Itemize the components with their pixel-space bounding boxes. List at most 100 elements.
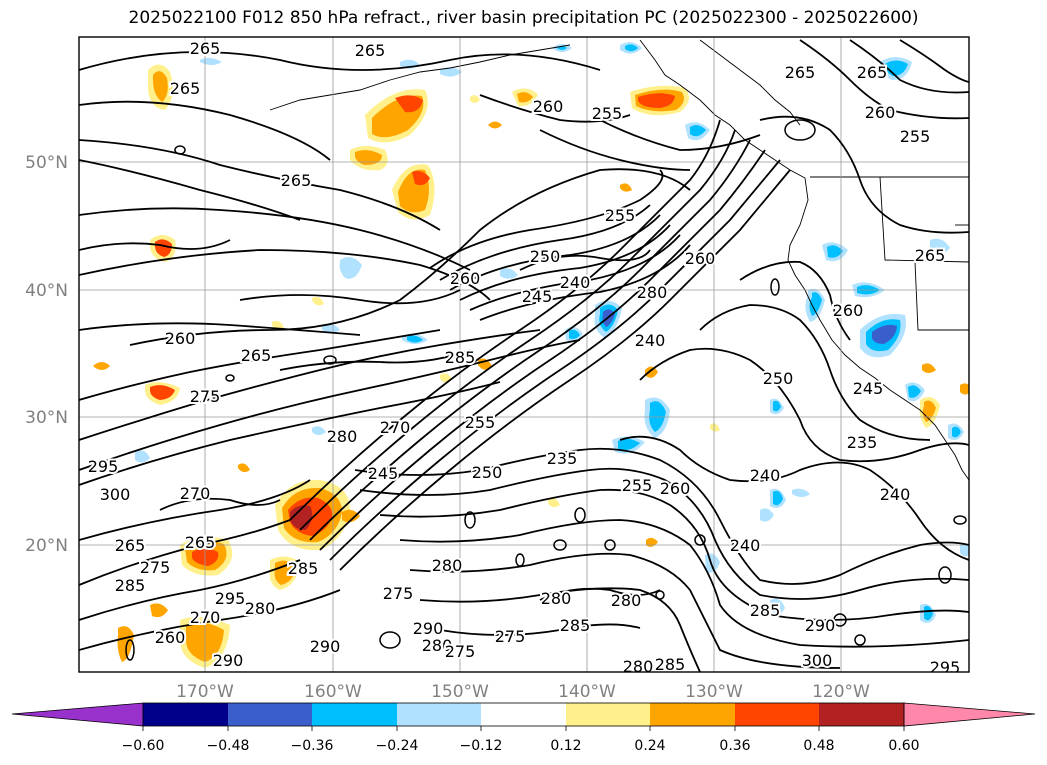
contour-label: 265 [185, 533, 216, 552]
colorbar-bin [312, 703, 397, 726]
contour-label: 240 [560, 273, 591, 292]
contour-label: 265 [785, 63, 816, 82]
contour-label: 275 [495, 627, 526, 646]
contour-label: 270 [180, 484, 211, 503]
colorbar-tick-label: 0.60 [888, 738, 919, 754]
contour-label: 290 [413, 619, 444, 638]
contour-label: 280 [637, 283, 668, 302]
colorbar-tick-label: −0.60 [122, 738, 165, 754]
contour-label: 265 [281, 171, 312, 190]
contour-label: 285 [560, 616, 591, 635]
lon-label-150w: 150°W [431, 682, 489, 702]
contour-label: 260 [533, 97, 564, 116]
contour-label: 285 [115, 576, 146, 595]
colorbar-min-extension [11, 702, 144, 727]
contour-label: 275 [383, 584, 414, 603]
contour-label: 285 [445, 348, 476, 367]
contour-label: 295 [88, 457, 119, 476]
contour-label: 295 [930, 658, 961, 677]
colorbar-bin [228, 703, 312, 726]
colorbar-bin [566, 703, 650, 726]
contour-label: 265 [170, 79, 201, 98]
colorbar-bin [481, 703, 566, 726]
contour-label: 250 [530, 247, 561, 266]
contour-label: 280 [541, 589, 572, 608]
contour-label: 240 [880, 485, 911, 504]
contour-label: 245 [853, 379, 884, 398]
colorbar-tick-label: −0.24 [376, 738, 419, 754]
colorbar-bin [143, 703, 228, 726]
contour-label: 260 [685, 249, 716, 268]
colorbar: −0.60 −0.48 −0.36 −0.24 −0.12 0.12 0.24 … [11, 702, 1036, 754]
lon-label-160w: 160°W [304, 682, 362, 702]
precip-shading [93, 42, 969, 668]
lat-label-50n: 50°N [25, 153, 68, 173]
lat-label-20n: 20°N [25, 536, 68, 556]
map-plot-area[interactable]: 265 265 265 260 255 265 265 260 255 265 255 250 240 2… [79, 37, 972, 677]
contour-label: 275 [445, 642, 476, 661]
contour-label: 270 [190, 608, 221, 627]
colorbar-bin [735, 703, 819, 726]
refractivity-contours [79, 39, 969, 672]
contour-labels: 265 265 265 260 255 265 265 260 255 265 255 250 240 2… [86, 37, 963, 677]
contour-label: 255 [465, 413, 496, 432]
lon-label-130w: 130°W [685, 682, 743, 702]
contour-label: 270 [380, 418, 411, 437]
contour-label: 280 [623, 657, 654, 676]
contour-label: 240 [730, 536, 761, 555]
contour-label: 250 [763, 369, 794, 388]
colorbar-tick-label: 0.24 [634, 738, 665, 754]
lat-label-30n: 30°N [25, 408, 68, 428]
colorbar-bin [650, 703, 735, 726]
contour-label: 265 [241, 346, 272, 365]
latitude-labels: 50°N 40°N 30°N 20°N [25, 153, 68, 556]
contour-label: 285 [750, 601, 781, 620]
contour-label: 260 [865, 103, 896, 122]
colorbar-tick-label: −0.48 [207, 738, 250, 754]
contour-label: 250 [472, 463, 503, 482]
contour-label: 240 [635, 331, 666, 350]
contour-label: 285 [655, 655, 686, 674]
colorbar-tick-label: 0.36 [719, 738, 750, 754]
contour-label: 300 [802, 651, 833, 670]
contour-label: 280 [432, 556, 463, 575]
contour-label: 260 [660, 479, 691, 498]
lon-label-120w: 120°W [812, 682, 870, 702]
colorbar-bin [819, 703, 904, 726]
contour-label: 260 [165, 329, 196, 348]
lat-label-40n: 40°N [25, 281, 68, 301]
colorbar-tick-label: −0.12 [460, 738, 503, 754]
map-title: 2025022100 F012 850 hPa refract., river … [128, 8, 919, 28]
contour-label: 260 [833, 301, 864, 320]
contour-label: 255 [592, 104, 623, 123]
contour-label: 280 [422, 636, 453, 655]
lon-label-140w: 140°W [558, 682, 616, 702]
contour-label: 265 [857, 63, 888, 82]
contour-label: 265 [190, 39, 221, 58]
contour-label: 255 [605, 206, 636, 225]
contour-label: 280 [245, 599, 276, 618]
contour-label: 280 [327, 427, 358, 446]
colorbar-max-extension [903, 702, 1036, 727]
contour-label: 265 [915, 246, 946, 265]
longitude-labels: 170°W 160°W 150°W 140°W 130°W 120°W [176, 682, 870, 702]
colorbar-outline [142, 702, 905, 727]
contour-label: 275 [140, 558, 171, 577]
contour-label: 265 [115, 536, 146, 555]
contour-label: 290 [310, 637, 341, 656]
small-contours [125, 119, 967, 661]
plot-frame [78, 36, 970, 673]
contour-label: 300 [100, 485, 131, 504]
contour-label: 260 [450, 269, 481, 288]
contour-label: 290 [213, 651, 244, 670]
contour-label: 275 [190, 387, 221, 406]
contour-label: 295 [215, 589, 246, 608]
colorbar-tick-label: 0.48 [803, 738, 834, 754]
colorbar-bin [397, 703, 481, 726]
colorbar-tick-label: −0.36 [291, 738, 334, 754]
contour-label: 260 [155, 628, 186, 647]
coastline [269, 39, 969, 481]
contour-label: 235 [847, 433, 878, 452]
contour-label: 235 [547, 449, 578, 468]
